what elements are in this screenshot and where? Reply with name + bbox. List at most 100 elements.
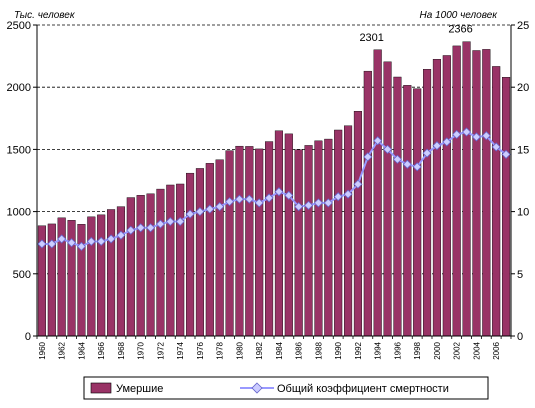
- bar-1982: [255, 148, 264, 337]
- x-axis-ticks: 1960 1962 1964 1966 1968 1970 1972 1974 1976 1978…: [36, 336, 512, 360]
- bar-1979: [225, 150, 234, 337]
- bar-1999: [423, 69, 432, 337]
- legend-box: [83, 376, 489, 400]
- legend-bar-label: Умершие: [116, 383, 163, 395]
- x-tick-label: 1970: [137, 341, 146, 359]
- data-label: 2366: [448, 24, 472, 36]
- bar-2006: [492, 66, 501, 337]
- rate-point-1960: [37, 239, 47, 249]
- bar-1971: [146, 193, 155, 337]
- right-tick-label: 5: [517, 269, 523, 281]
- x-tick-label: 1988: [314, 341, 323, 359]
- x-tick-label: 1962: [58, 341, 67, 359]
- left-tick-label: 1500: [7, 144, 31, 156]
- bar-1980: [235, 145, 244, 337]
- rate-point-1988: [313, 198, 324, 208]
- bar-1972: [156, 188, 165, 337]
- rate-point-1965: [86, 236, 96, 247]
- legend-line-marker: [251, 382, 263, 394]
- bar-2007: [502, 77, 511, 337]
- bar-1998: [413, 88, 422, 337]
- x-tick-label: 1972: [156, 341, 165, 359]
- rate-point-1998: [412, 162, 422, 172]
- bar-1983: [265, 141, 274, 337]
- bar-1963: [67, 220, 76, 337]
- x-tick-label: 2002: [453, 341, 462, 359]
- rate-point-1967: [106, 234, 116, 244]
- rate-point-2007: [501, 149, 511, 159]
- bar-2001: [442, 55, 451, 337]
- rate-point-1987: [303, 200, 314, 210]
- bar-2003: [462, 41, 471, 337]
- rate-point-1975: [185, 209, 195, 219]
- right-unit-label: На 1000 человек: [420, 10, 499, 21]
- bar-1967: [107, 209, 116, 337]
- x-tick-label: 1980: [235, 341, 244, 359]
- bar-1989: [324, 138, 333, 337]
- rate-point-1962: [57, 234, 67, 244]
- x-tick-label: 1994: [374, 341, 383, 359]
- rate-point-1966: [96, 236, 106, 247]
- data-label: 2301: [359, 32, 383, 44]
- left-tick-label: 0: [25, 331, 31, 343]
- bar-1984: [274, 130, 283, 337]
- rate-point-1995: [382, 144, 393, 154]
- rate-point-1964: [76, 241, 87, 251]
- rate-point-1981: [244, 194, 254, 204]
- rate-point-1979: [224, 197, 235, 207]
- rate-point-1993: [363, 152, 373, 162]
- right-tick-label: 15: [517, 144, 529, 156]
- bar-1973: [166, 184, 175, 337]
- rate-point-1972: [155, 219, 166, 229]
- left-axis-ticks: 0 500 1000 1500 2000 2500: [7, 20, 37, 343]
- rate-point-2001: [442, 137, 452, 147]
- rate-point-1973: [165, 216, 175, 227]
- rate-point-1990: [333, 192, 343, 202]
- legend-bar-swatch: [90, 382, 112, 394]
- bar-1986: [294, 149, 303, 337]
- bar-1975: [186, 172, 195, 337]
- bar-1987: [304, 145, 313, 337]
- rate-point-1989: [323, 198, 333, 208]
- right-tick-label: 20: [517, 82, 529, 94]
- rate-point-1983: [264, 193, 274, 203]
- rate-point-1991: [343, 189, 353, 199]
- rate-point-1996: [392, 154, 403, 164]
- bar-1977: [205, 163, 214, 337]
- x-tick-label: 1982: [255, 341, 264, 359]
- right-tick-label: 25: [517, 20, 529, 32]
- bar-1995: [383, 61, 392, 337]
- rate-point-2005: [481, 131, 491, 141]
- rate-point-1963: [66, 238, 77, 248]
- x-tick-label: 2000: [433, 341, 442, 359]
- rate-point-1971: [145, 223, 156, 233]
- rate-point-1985: [284, 190, 294, 200]
- rate-point-1976: [195, 207, 205, 217]
- x-tick-label: 1974: [176, 341, 185, 359]
- x-tick-label: 1978: [216, 341, 225, 359]
- data-labels: 2301 2366: [359, 24, 472, 44]
- x-tick-label: 2004: [472, 341, 481, 359]
- rate-point-1980: [234, 194, 245, 204]
- bar-1988: [314, 140, 323, 337]
- x-tick-label: 1984: [275, 341, 284, 359]
- bar-1965: [87, 216, 96, 337]
- left-unit-label: Тыс. человек: [14, 10, 76, 21]
- rate-point-2000: [432, 141, 442, 151]
- rate-point-1986: [294, 202, 304, 212]
- rate-point-1961: [47, 239, 57, 249]
- bar-1992: [353, 111, 362, 337]
- left-tick-label: 2500: [7, 20, 31, 32]
- rate-point-1974: [175, 216, 185, 227]
- bar-2005: [482, 49, 491, 337]
- x-tick-label: 1964: [77, 341, 86, 359]
- bar-1966: [97, 214, 106, 337]
- bar-1994: [373, 49, 382, 337]
- gridlines: [37, 24, 511, 275]
- bar-2002: [452, 45, 461, 337]
- rate-point-1968: [116, 230, 126, 240]
- legend: Умершие Общий коэффициент смертности: [83, 376, 489, 400]
- rate-point-1977: [205, 204, 215, 214]
- left-tick-label: 500: [13, 269, 31, 281]
